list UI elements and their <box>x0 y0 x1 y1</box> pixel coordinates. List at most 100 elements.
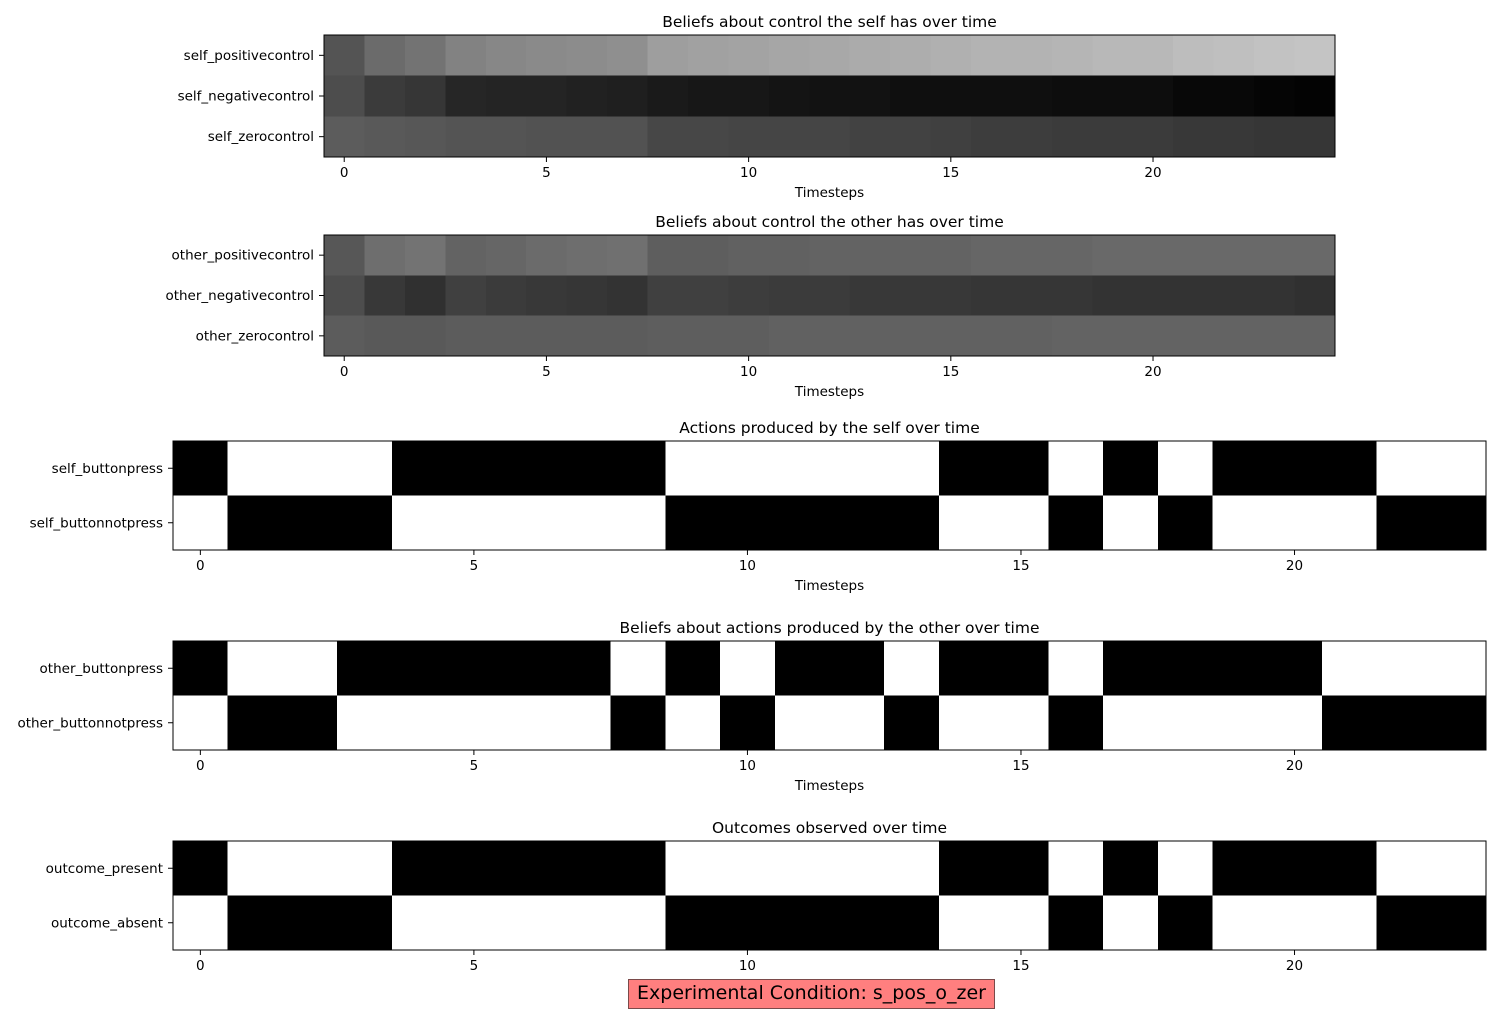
row-label: outcome_present <box>46 861 163 877</box>
heatmap-cell <box>829 495 885 551</box>
heatmap-cell <box>884 495 940 551</box>
heatmap-cell <box>687 116 729 158</box>
x-tick-label: 5 <box>470 558 479 574</box>
heatmap-cell <box>404 235 446 276</box>
heatmap-cell <box>1092 35 1134 77</box>
heatmap-cell <box>1051 116 1093 158</box>
heatmap-cell <box>1431 895 1487 951</box>
heatmap-cell <box>391 641 448 697</box>
heatmap-cell <box>930 35 972 77</box>
heatmap-cell <box>1431 441 1487 497</box>
heatmap-cell <box>1103 841 1159 897</box>
heatmap-cell <box>884 441 940 497</box>
plot-frame <box>172 440 1487 551</box>
heatmap-cell <box>993 641 1049 697</box>
heatmap-cell <box>720 695 776 751</box>
heatmap-cell <box>971 116 1013 158</box>
heatmap-cell <box>1011 35 1053 77</box>
heatmap-cell <box>720 441 776 497</box>
heatmap-cell <box>1213 235 1255 276</box>
heatmap-cell <box>364 315 406 357</box>
heatmap-cell <box>526 235 568 276</box>
heatmap-cell <box>1173 275 1215 317</box>
heatmap-cell <box>1092 235 1134 276</box>
heatmap-cell <box>768 315 810 357</box>
heatmap-cell <box>1321 695 1378 751</box>
heatmap-cell <box>1321 641 1378 697</box>
heatmap-cell <box>610 895 666 951</box>
heatmap-cell <box>665 641 721 697</box>
heatmap-cell <box>829 641 885 697</box>
heatmap-cell <box>774 441 831 497</box>
heatmap-cell <box>930 235 972 276</box>
x-tick-label: 0 <box>196 758 205 774</box>
heatmap-cell <box>687 235 729 276</box>
heatmap-cell <box>1132 35 1174 77</box>
heatmap-cell <box>555 641 612 697</box>
heatmap-cell <box>485 35 527 77</box>
row-label: other_zerocontrol <box>196 328 314 344</box>
heatmap-cell <box>1048 495 1104 551</box>
heatmap-cell <box>446 641 502 697</box>
x-tick-label: 5 <box>470 958 479 974</box>
heatmap-cell <box>1157 895 1214 951</box>
heatmap-cell <box>1254 35 1296 77</box>
heatmap-cell <box>1431 841 1487 897</box>
heatmap-cell <box>324 75 366 117</box>
heatmap-cell <box>849 315 891 357</box>
x-tick-label: 5 <box>542 165 551 181</box>
heatmap-cell <box>720 841 776 897</box>
heatmap-cell <box>1294 275 1336 317</box>
heatmap-cell <box>720 495 776 551</box>
heatmap-cell <box>809 235 851 276</box>
x-tick-label: 15 <box>942 364 959 380</box>
heatmap-cell <box>607 235 649 276</box>
heatmap-cell <box>728 235 770 276</box>
chart-title: Beliefs about actions produced by the ot… <box>619 619 1039 637</box>
heatmap-cell <box>884 895 940 951</box>
heatmap-cell <box>774 495 831 551</box>
heatmap-cell <box>1173 116 1215 158</box>
heatmap-cell <box>1212 641 1268 697</box>
heatmap-cell <box>282 441 338 497</box>
row-label: self_positivecontrol <box>184 48 314 64</box>
heatmap-cell <box>501 695 557 751</box>
heatmap-cell <box>849 75 891 117</box>
heatmap-cell <box>337 495 393 551</box>
x-tick-label: 10 <box>740 165 757 181</box>
heatmap-cell <box>555 695 612 751</box>
heatmap-cell <box>647 235 689 276</box>
heatmap-cell <box>971 235 1013 276</box>
heatmap-cell <box>849 116 891 158</box>
heatmap-cell <box>555 841 612 897</box>
heatmap-cell <box>364 75 406 117</box>
heatmap-cell <box>1213 75 1255 117</box>
chart-title: Outcomes observed over time <box>712 819 947 837</box>
heatmap-cell <box>404 275 446 317</box>
heatmap-cell <box>1011 116 1053 158</box>
heatmap-cell <box>1103 695 1159 751</box>
heatmap-cell <box>446 895 502 951</box>
heatmap-cell <box>890 75 932 117</box>
row-label: other_negativecontrol <box>165 288 314 304</box>
x-tick-label: 0 <box>196 558 205 574</box>
heatmap-cell <box>324 35 366 77</box>
heatmap-cell <box>1011 275 1053 317</box>
x-tick-label: 15 <box>1012 958 1029 974</box>
heatmap-cell <box>282 895 338 951</box>
heatmap-cell <box>485 315 527 357</box>
heatmap-cell <box>1048 895 1104 951</box>
heatmap-cell <box>728 35 770 77</box>
heatmap-cell <box>607 116 649 158</box>
heatmap-cell <box>610 495 666 551</box>
heatmap-cell <box>610 695 666 751</box>
heatmap-panel-1: Beliefs about control the self has over … <box>178 13 1336 201</box>
heatmap-cell <box>1213 315 1255 357</box>
x-tick-label: 20 <box>1144 165 1161 181</box>
heatmap-cell <box>566 235 608 276</box>
heatmap-cell <box>1157 495 1214 551</box>
heatmap-cell <box>404 75 446 117</box>
heatmap-panel-4: Beliefs about actions produced by the ot… <box>17 619 1487 794</box>
heatmap-cell <box>446 695 502 751</box>
heatmap-cell <box>282 841 338 897</box>
